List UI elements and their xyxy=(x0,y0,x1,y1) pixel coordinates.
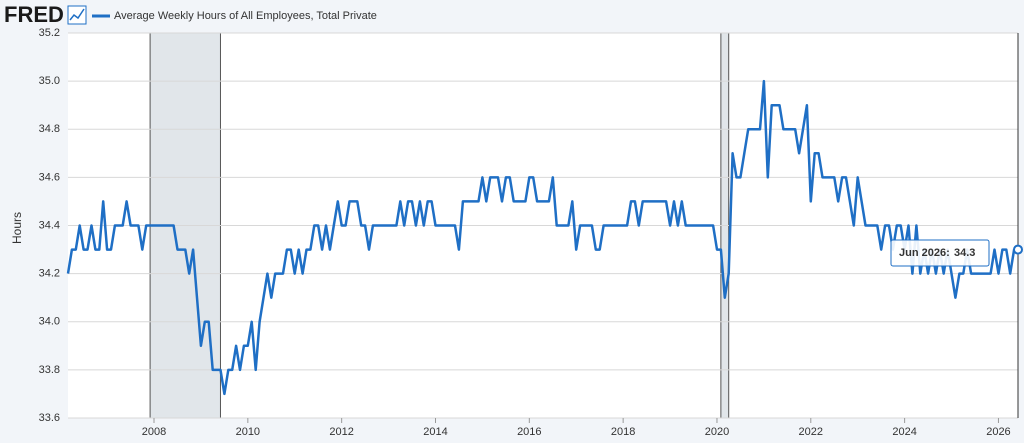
tooltip: Jun 2026: 34.3 xyxy=(890,239,990,267)
y-tick-label: 34.2 xyxy=(39,268,60,280)
logo-icon xyxy=(67,5,87,25)
x-tick-label: 2026 xyxy=(986,426,1010,438)
logo-icon-line xyxy=(69,8,85,21)
hover-marker xyxy=(1013,244,1023,255)
tooltip-value: 34.3 xyxy=(954,247,975,259)
y-tick-label: 33.8 xyxy=(39,364,60,376)
data-line xyxy=(66,79,1018,396)
x-tick-label: 2024 xyxy=(892,426,916,438)
x-tick-label: 2014 xyxy=(423,426,447,438)
y-tick-label: 34.0 xyxy=(39,316,60,328)
y-tick-label: 34.8 xyxy=(39,123,60,135)
y-axis-label: Hours xyxy=(10,212,24,244)
x-tick-label: 2016 xyxy=(517,426,541,438)
y-tick-label: 33.6 xyxy=(39,412,60,424)
x-tick-label: 2012 xyxy=(329,426,353,438)
x-tick-label: 2008 xyxy=(142,426,166,438)
y-tick-label: 34.4 xyxy=(39,219,60,231)
y-tick-label: 35.2 xyxy=(39,27,60,39)
x-tick-label: 2020 xyxy=(705,426,729,438)
logo: FRED xyxy=(4,2,64,27)
y-tick-label: 34.6 xyxy=(39,171,60,183)
y-tick-label: 35.0 xyxy=(39,75,60,87)
x-tick-label: 2018 xyxy=(611,426,635,438)
x-tick-label: 2022 xyxy=(799,426,823,438)
tooltip-box xyxy=(890,239,990,267)
tooltip-label: Jun 2026: xyxy=(899,247,950,259)
x-tick-label: 2010 xyxy=(236,426,260,438)
legend-label: Average Weekly Hours of All Employees, T… xyxy=(114,10,377,22)
